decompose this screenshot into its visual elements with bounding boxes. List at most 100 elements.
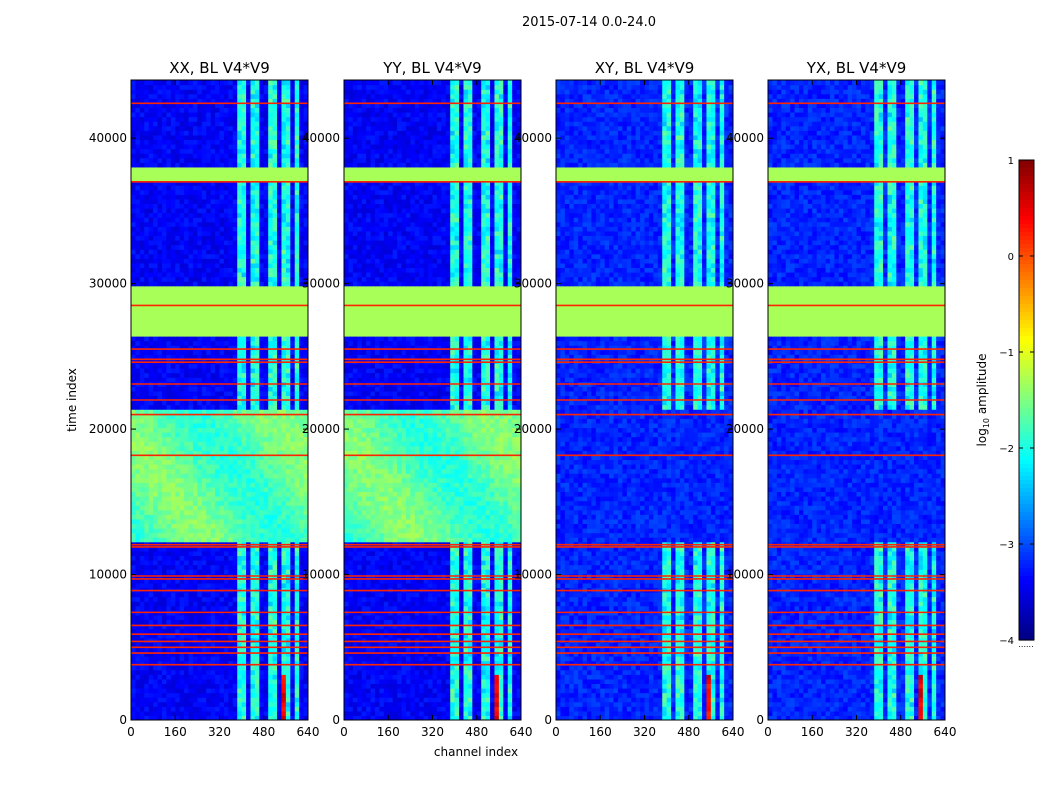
heatmap-cell: [131, 244, 137, 250]
heatmap-cell: [210, 221, 216, 227]
heatmap-cell: [153, 395, 159, 401]
heatmap-cell: [206, 377, 212, 383]
heatmap-cell: [254, 349, 260, 355]
heatmap-cell: [237, 560, 243, 566]
heatmap-cell: [135, 400, 141, 406]
heatmap-cell: [285, 208, 291, 214]
heatmap-cell: [241, 482, 247, 488]
heatmap-cell: [175, 194, 181, 200]
heatmap-cell: [259, 404, 265, 410]
heatmap-cell: [241, 601, 247, 607]
heatmap-cell: [232, 372, 238, 378]
heatmap-cell: [206, 395, 212, 401]
heatmap-cell: [294, 482, 300, 488]
heatmap-cell: [259, 646, 265, 653]
heatmap-cell: [254, 624, 260, 630]
heatmap-cell: [259, 198, 265, 205]
heatmap-cell: [232, 148, 238, 154]
heatmap-cell: [131, 445, 137, 451]
heatmap-cell: [277, 258, 283, 264]
heatmap-cell: [161, 601, 167, 607]
heatmap-cell: [201, 272, 207, 278]
heatmap-cell: [232, 486, 238, 493]
heatmap-cell: [175, 550, 181, 557]
heatmap-cell: [201, 249, 207, 255]
heatmap-cell: [263, 404, 269, 410]
heatmap-cell: [210, 518, 216, 525]
heatmap-cell: [268, 505, 274, 511]
heatmap-cell: [170, 267, 176, 273]
heatmap-cell: [201, 212, 207, 218]
heatmap-cell: [135, 262, 141, 269]
heatmap-cell: [135, 390, 141, 397]
heatmap-cell: [184, 153, 190, 159]
heatmap-cell: [210, 454, 216, 461]
heatmap-cell: [299, 340, 305, 346]
heatmap-cell: [192, 646, 198, 653]
heatmap-cell: [201, 208, 207, 214]
heatmap-cell: [237, 486, 243, 493]
heatmap-cell: [166, 637, 172, 643]
heatmap-cell: [294, 614, 300, 621]
heatmap-cell: [131, 432, 137, 438]
heatmap-cell: [206, 633, 212, 639]
heatmap-cell: [131, 317, 137, 323]
heatmap-cell: [166, 313, 172, 319]
heatmap-cell: [215, 564, 221, 570]
heatmap-cell: [184, 212, 190, 218]
heatmap-cell: [135, 596, 141, 602]
heatmap-cell: [294, 294, 300, 301]
heatmap-cell: [215, 162, 221, 168]
heatmap-cell: [281, 601, 287, 607]
heatmap-cell: [299, 605, 305, 611]
heatmap-cell: [241, 582, 247, 589]
heatmap-cell: [139, 290, 145, 296]
heatmap-cell: [175, 413, 181, 419]
heatmap-cell: [139, 454, 145, 461]
heatmap-cell: [277, 619, 283, 625]
heatmap-cell: [135, 413, 141, 419]
heatmap-cell: [184, 468, 190, 474]
heatmap-cell: [237, 317, 243, 323]
heatmap-cell: [299, 253, 305, 259]
heatmap-cell: [272, 619, 278, 625]
heatmap-cell: [223, 409, 229, 415]
heatmap-cell: [250, 240, 256, 246]
heatmap-cell: [294, 692, 300, 698]
heatmap-cell: [219, 674, 225, 680]
heatmap-cell: [179, 450, 185, 456]
heatmap-cell: [210, 400, 216, 406]
heatmap-cell: [254, 345, 260, 351]
heatmap-cell: [184, 313, 190, 319]
heatmap-cell: [192, 276, 198, 282]
heatmap-cell: [144, 148, 150, 154]
heatmap-cell: [277, 642, 283, 648]
heatmap-cell: [237, 244, 243, 250]
heatmap-cell: [228, 651, 234, 657]
heatmap-cell: [241, 688, 247, 694]
heatmap-cell: [263, 217, 269, 223]
heatmap-cell: [228, 208, 234, 214]
heatmap-cell: [148, 601, 154, 607]
heatmap-cell: [281, 509, 287, 515]
heatmap-cell: [241, 244, 247, 250]
heatmap-cell: [241, 208, 247, 214]
heatmap-cell: [161, 619, 167, 625]
heatmap-cell: [170, 290, 176, 296]
heatmap-cell: [210, 290, 216, 296]
heatmap-cell: [277, 546, 283, 552]
heatmap-cell: [188, 528, 194, 534]
heatmap-cell: [170, 459, 176, 465]
heatmap-cell: [294, 345, 300, 351]
heatmap-cell: [161, 153, 167, 159]
heatmap-cell: [179, 235, 185, 241]
heatmap-cell: [179, 500, 185, 506]
heatmap-cell: [206, 450, 212, 456]
heatmap-cell: [166, 651, 172, 657]
heatmap-cell: [197, 578, 203, 584]
heatmap-cell: [241, 230, 247, 237]
heatmap-cell: [161, 491, 167, 497]
heatmap-cell: [161, 267, 167, 273]
heatmap-cell: [201, 317, 207, 323]
heatmap-cell: [175, 592, 181, 598]
